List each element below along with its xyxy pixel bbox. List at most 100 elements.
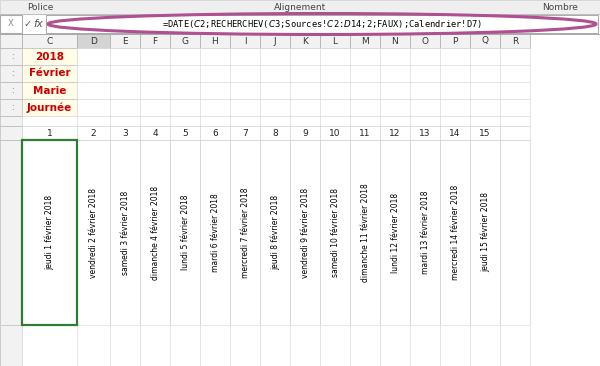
Bar xyxy=(77,82,110,99)
Text: samedi 3 février 2018: samedi 3 février 2018 xyxy=(121,190,130,274)
Bar xyxy=(410,48,440,65)
Text: 8: 8 xyxy=(272,128,278,138)
Text: =DATE($C$2;RECHERCHEV($C$3;Sources!$C$2:$D$14;2;FAUX);Calendrier!D7): =DATE($C$2;RECHERCHEV($C$3;Sources!$C$2:… xyxy=(162,18,482,30)
Bar xyxy=(200,325,230,366)
Text: L: L xyxy=(332,37,337,45)
Bar xyxy=(46,15,598,33)
Text: 9: 9 xyxy=(302,128,308,138)
Bar xyxy=(470,140,500,325)
Bar xyxy=(470,99,500,116)
Text: Février: Février xyxy=(29,68,70,78)
Bar xyxy=(170,116,200,126)
Bar xyxy=(140,140,170,325)
Bar xyxy=(350,48,380,65)
Bar xyxy=(500,65,530,82)
Bar xyxy=(470,65,500,82)
Bar xyxy=(380,34,410,48)
Bar xyxy=(290,82,320,99)
Text: mercredi 14 février 2018: mercredi 14 février 2018 xyxy=(451,185,460,280)
Bar xyxy=(470,126,500,140)
Bar xyxy=(440,116,470,126)
Bar xyxy=(110,82,140,99)
Bar xyxy=(440,325,470,366)
Bar xyxy=(230,34,260,48)
Text: 11: 11 xyxy=(359,128,371,138)
Text: :: : xyxy=(11,103,13,112)
Bar xyxy=(230,126,260,140)
Bar xyxy=(170,325,200,366)
Bar xyxy=(410,116,440,126)
Bar xyxy=(22,116,77,126)
Bar xyxy=(440,140,470,325)
Bar xyxy=(260,325,290,366)
Text: 1: 1 xyxy=(47,128,52,138)
Bar xyxy=(500,34,530,48)
Bar xyxy=(140,48,170,65)
Bar xyxy=(380,325,410,366)
Bar xyxy=(230,65,260,82)
Bar xyxy=(320,48,350,65)
Text: 12: 12 xyxy=(389,128,401,138)
Bar xyxy=(410,99,440,116)
Text: dimanche 4 février 2018: dimanche 4 février 2018 xyxy=(151,186,160,280)
Text: 2018: 2018 xyxy=(35,52,64,61)
Text: O: O xyxy=(421,37,428,45)
Bar xyxy=(410,126,440,140)
Bar xyxy=(290,99,320,116)
Bar xyxy=(140,99,170,116)
Bar xyxy=(500,82,530,99)
Bar xyxy=(260,99,290,116)
Bar xyxy=(22,34,77,48)
Bar xyxy=(0,14,600,34)
Bar xyxy=(110,140,140,325)
Text: lundi 12 février 2018: lundi 12 février 2018 xyxy=(391,193,400,273)
Text: F: F xyxy=(152,37,158,45)
Bar xyxy=(260,82,290,99)
Bar xyxy=(0,325,600,366)
Bar xyxy=(110,34,140,48)
Bar xyxy=(350,65,380,82)
Text: I: I xyxy=(244,37,247,45)
Text: mardi 6 février 2018: mardi 6 février 2018 xyxy=(211,193,220,272)
Bar xyxy=(470,82,500,99)
Bar xyxy=(110,65,140,82)
Bar xyxy=(140,325,170,366)
Bar xyxy=(200,65,230,82)
Text: P: P xyxy=(452,37,458,45)
Bar xyxy=(380,99,410,116)
Bar xyxy=(140,65,170,82)
Text: Alignement: Alignement xyxy=(274,3,326,11)
Bar xyxy=(320,140,350,325)
Bar xyxy=(260,126,290,140)
Bar xyxy=(22,325,77,366)
Text: mardi 13 février 2018: mardi 13 février 2018 xyxy=(421,191,430,274)
Bar xyxy=(0,15,22,33)
Bar xyxy=(0,126,22,140)
Bar xyxy=(500,126,530,140)
Bar xyxy=(440,99,470,116)
Bar xyxy=(380,82,410,99)
Bar xyxy=(140,126,170,140)
Bar xyxy=(0,34,22,48)
Text: Marie: Marie xyxy=(33,86,66,96)
Bar xyxy=(77,65,110,82)
Text: 6: 6 xyxy=(212,128,218,138)
Bar xyxy=(290,116,320,126)
Bar xyxy=(200,34,230,48)
Text: D: D xyxy=(90,37,97,45)
Text: fx: fx xyxy=(33,19,43,29)
Text: 13: 13 xyxy=(419,128,431,138)
Text: C: C xyxy=(46,37,53,45)
Bar xyxy=(22,140,77,325)
Bar xyxy=(410,325,440,366)
Bar xyxy=(260,116,290,126)
Bar xyxy=(350,34,380,48)
Bar xyxy=(230,116,260,126)
Bar xyxy=(350,82,380,99)
Bar xyxy=(350,116,380,126)
Bar xyxy=(290,65,320,82)
Text: mercredi 7 février 2018: mercredi 7 février 2018 xyxy=(241,187,250,278)
Bar xyxy=(77,116,110,126)
Bar xyxy=(200,99,230,116)
Text: dimanche 11 février 2018: dimanche 11 février 2018 xyxy=(361,183,370,282)
